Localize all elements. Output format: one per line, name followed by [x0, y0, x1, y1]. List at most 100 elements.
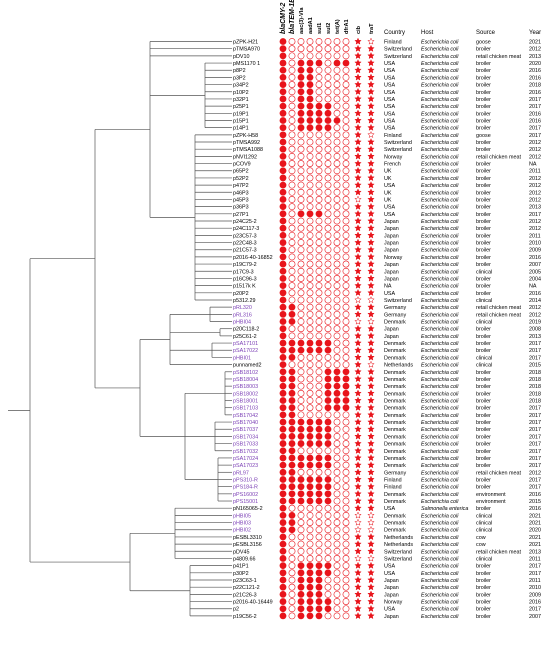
table-row: p16C96-3 Japan Escherichia coli broiler 2004 [233, 274, 541, 282]
source-cell: broiler [476, 434, 491, 440]
source-cell: clinical [476, 298, 492, 304]
gene-presence-dot [288, 425, 296, 433]
gene-presence-dot [279, 289, 287, 297]
gene-presence-dot [288, 289, 296, 297]
gene-presence-dot [297, 440, 305, 447]
gene-presence-dot [333, 310, 341, 318]
gene-presence-dot [333, 361, 341, 368]
gene-presence-dot [324, 296, 332, 304]
plasmid-name: p2 [233, 607, 239, 613]
gene-presence-dot [279, 174, 287, 182]
country-cell: USA [384, 61, 395, 67]
gene-presence-dot [288, 361, 296, 368]
country-cell: Japan [384, 276, 399, 282]
virulence-star [367, 382, 375, 390]
source-cell: broiler [476, 75, 491, 81]
gene-presence-dot [306, 440, 314, 447]
host-cell: Escherichia coli [421, 126, 459, 132]
source-cell: broiler [476, 169, 491, 175]
virulence-star [367, 367, 375, 375]
gene-presence-dot [333, 188, 341, 196]
source-cell: broiler [476, 442, 491, 448]
gene-presence-dot [342, 461, 350, 469]
gene-presence-dot [279, 605, 287, 613]
gene-presence-dot [333, 167, 341, 175]
gene-presence-dot [279, 483, 287, 491]
gene-presence-dot [315, 260, 323, 268]
plasmid-name: punnamed2 [233, 363, 261, 369]
host-cell: Escherichia coli [421, 564, 459, 570]
gene-presence-dot [288, 138, 296, 146]
gene-presence-dot [342, 275, 350, 282]
gene-presence-dot [279, 368, 287, 376]
gene-presence-dot [306, 418, 314, 426]
gene-presence-dot [288, 231, 296, 239]
plasmid-name: pSA17022 [233, 348, 258, 354]
source-cell: clinical [476, 513, 492, 519]
gene-presence-dot [333, 504, 341, 512]
virulence-star [354, 497, 362, 505]
virulence-star [354, 446, 362, 454]
gene-presence-dot [333, 282, 341, 290]
gene-presence-dot [333, 490, 341, 498]
gene-presence-dot [279, 310, 287, 318]
gene-presence-dot [342, 598, 350, 605]
gene-presence-dot [288, 440, 296, 447]
plasmid-name: pHBI04 [233, 320, 251, 326]
virulence-star [354, 540, 362, 548]
gene-presence-dot [306, 181, 314, 189]
column-headers: blaCMY-2 blaTEM-1B aac(3)-VIa aadA1 sul1 sul2… [280, 0, 541, 36]
gene-presence-dot [306, 447, 314, 455]
source-cell: broiler [476, 183, 491, 189]
gene-presence-dot [333, 432, 341, 440]
virulence-star [367, 604, 375, 612]
source-cell: broiler [476, 427, 491, 433]
gene-presence-dot [324, 432, 332, 440]
virulence-star [354, 389, 362, 397]
gene-presence-dot [315, 318, 323, 325]
gene-presence-dot [288, 382, 296, 390]
gene-header-6: sul2 [326, 23, 332, 34]
gene-presence-dot [342, 160, 350, 167]
gene-presence-dot [297, 605, 305, 613]
year-cell: 2021 [529, 521, 541, 527]
gene-presence-dot [315, 375, 323, 383]
gene-presence-dot [324, 210, 332, 218]
year-cell: 2010 [529, 241, 541, 247]
virulence-star [367, 511, 375, 519]
gene-presence-dot [306, 583, 314, 591]
gene-presence-dot [306, 397, 314, 404]
table-row: pTMSA1088 Switzerland Escherichia coli broi… [233, 145, 541, 153]
year-cell: 2012 [529, 140, 541, 146]
country-cell: Switzerland [384, 556, 412, 562]
plasmid-name: pZPK-H58 [233, 133, 258, 139]
virulence-star [354, 303, 362, 311]
gene-presence-dot [279, 361, 287, 368]
gene-presence-dot [333, 382, 341, 390]
year-cell: 2021 [529, 40, 541, 46]
gene-presence-dot [279, 224, 287, 232]
year-cell: 2017 [529, 133, 541, 139]
gene-presence-dot [306, 310, 314, 318]
plasmid-name: p45P3 [233, 197, 249, 203]
virulence-star [354, 439, 362, 447]
virulence-star [367, 109, 375, 117]
gene-presence-dot [297, 447, 305, 455]
gene-presence-dot [288, 389, 296, 397]
gene-presence-dot [279, 440, 287, 447]
gene-presence-dot [324, 576, 332, 584]
gene-presence-dot [315, 411, 323, 419]
virulence-star [354, 195, 362, 203]
source-cell: retail chicken meat [476, 154, 521, 160]
host-cell: Escherichia coli [421, 449, 459, 455]
host-cell: Escherichia coli [421, 542, 459, 548]
gene-presence-dot [333, 397, 341, 404]
gene-presence-dot [324, 389, 332, 397]
gene-presence-dot [324, 354, 332, 361]
gene-presence-dot [279, 318, 287, 325]
gene-presence-dot [306, 289, 314, 297]
gene-presence-dot [324, 569, 332, 577]
gene-presence-dot [342, 95, 350, 103]
gene-presence-dot [342, 612, 350, 620]
